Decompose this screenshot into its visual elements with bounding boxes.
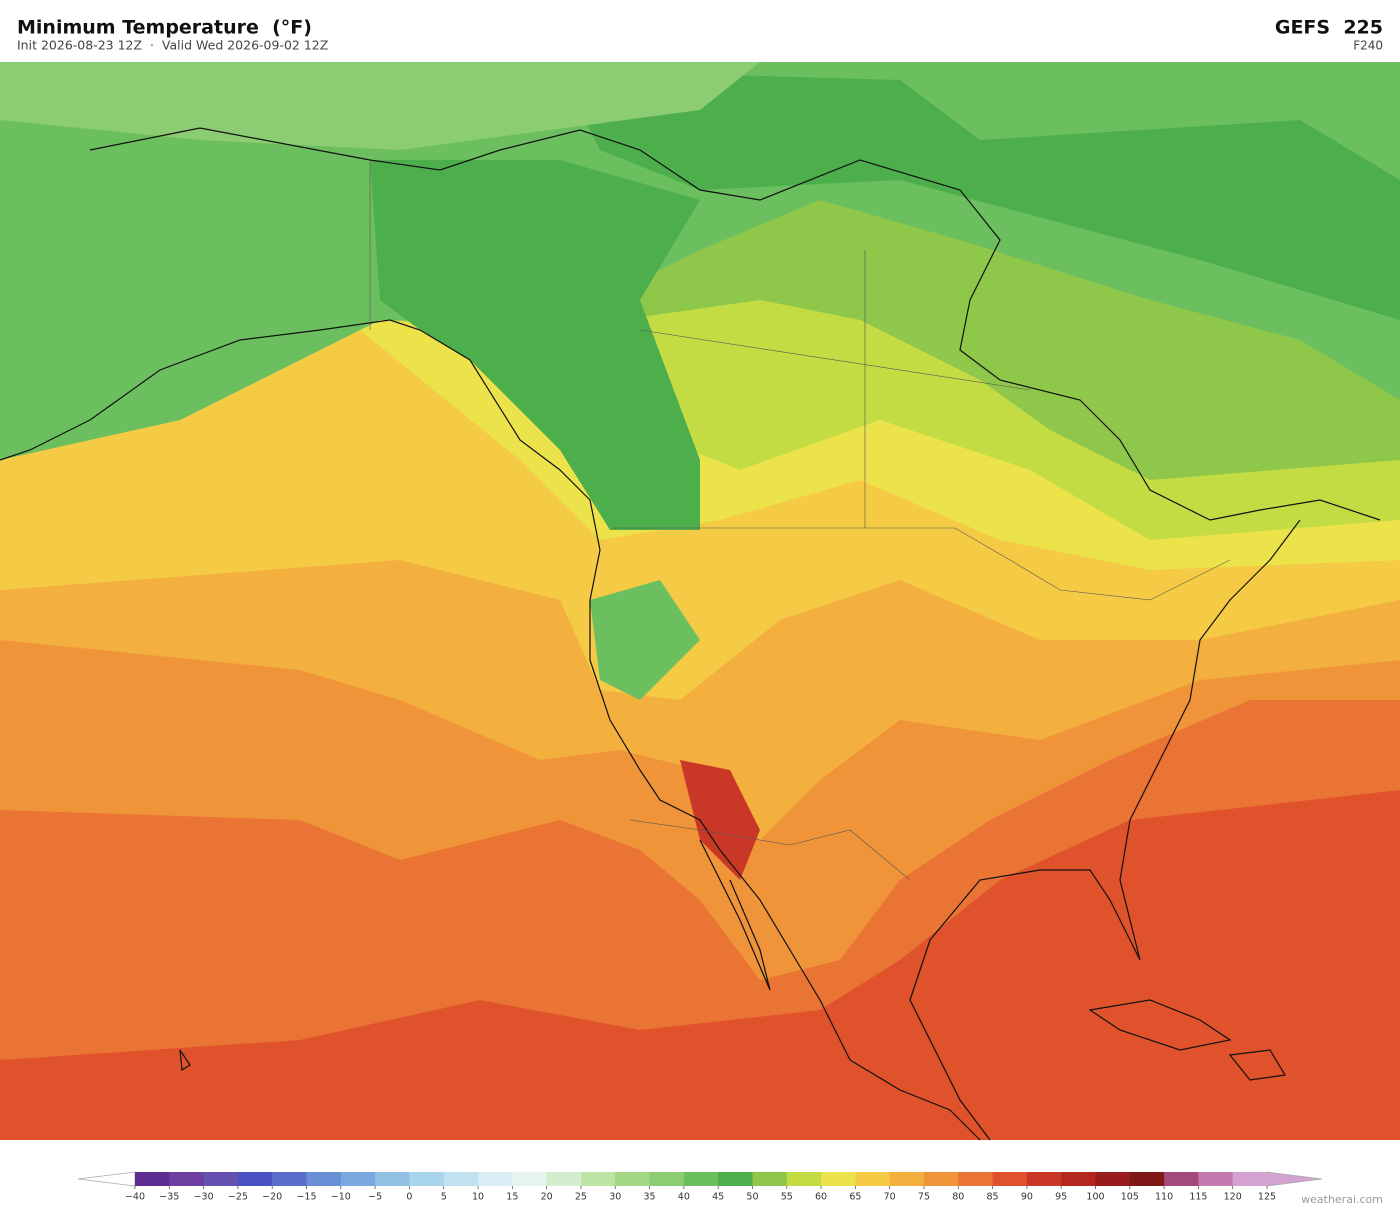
tick-label: 120 <box>1224 1192 1242 1203</box>
map-field <box>590 580 700 700</box>
coastline <box>179 999 1286 1081</box>
colorbar-swatch <box>958 1172 994 1186</box>
tick-label: 35 <box>643 1192 655 1203</box>
forecast-hour: F240 <box>1353 39 1383 53</box>
tick-label: 5 <box>441 1192 447 1203</box>
colorbar-swatch <box>546 1172 582 1186</box>
colorbar-swatch <box>409 1172 445 1186</box>
colorbar-swatch <box>272 1172 308 1186</box>
colorbar-swatch <box>237 1172 273 1186</box>
tick-label: 110 <box>1155 1192 1173 1203</box>
tick-label: 95 <box>1055 1192 1067 1203</box>
colorbar-swatch <box>855 1172 891 1186</box>
colorbar-swatch <box>512 1172 548 1186</box>
colorbar-swatch <box>1232 1172 1268 1186</box>
map <box>0 62 1400 1141</box>
subtitle: Init 2026-08-23 12Z · Valid Wed 2026-09-… <box>17 38 328 53</box>
tick-label: 15 <box>506 1192 518 1203</box>
colorbar-under <box>77 1171 136 1187</box>
tick-label: 105 <box>1121 1192 1139 1203</box>
colorbar-swatch <box>1061 1172 1096 1186</box>
tick-label: −10 <box>331 1192 351 1203</box>
colorbar: −40 −35 −30 −25 −20 −15 −10 −5 0 5 10 15 20 25 30 35 40 4… <box>77 1171 1323 1203</box>
colorbar-swatch <box>1095 1172 1131 1186</box>
colorbar-swatch <box>1164 1172 1199 1186</box>
colorbar-swatch <box>135 1172 170 1186</box>
model: GEFS 225 <box>1275 17 1383 39</box>
tick-label: −40 <box>125 1192 145 1203</box>
colorbar-swatch <box>306 1172 342 1186</box>
tick-label: −20 <box>262 1192 282 1203</box>
tick-label: 115 <box>1189 1192 1207 1203</box>
colorbar-swatch <box>889 1172 925 1186</box>
watermark: weatherai.com <box>1301 1193 1383 1206</box>
colorbar-swatch <box>1026 1172 1062 1186</box>
tick-label: 125 <box>1258 1192 1276 1203</box>
tick-label: 25 <box>575 1192 587 1203</box>
tick-label: 0 <box>406 1192 412 1203</box>
tick-label: 30 <box>609 1192 621 1203</box>
colorbar-swatch <box>649 1172 685 1186</box>
tick-label: 60 <box>815 1192 827 1203</box>
colorbar-swatch <box>615 1172 651 1186</box>
colorbar-swatch <box>203 1172 239 1186</box>
colorbar-swatch <box>443 1172 479 1186</box>
colorbar-swatch <box>821 1172 856 1186</box>
colorbar-over <box>1266 1171 1323 1187</box>
colorbar-swatch <box>718 1172 753 1186</box>
tick-label: 85 <box>987 1192 999 1203</box>
map-field <box>680 760 760 880</box>
map-field <box>370 160 700 530</box>
tick-label: −5 <box>368 1192 382 1203</box>
tick-label: 50 <box>746 1192 758 1203</box>
map-field <box>560 70 1400 320</box>
tick-label: 40 <box>678 1192 690 1203</box>
tick-label: 75 <box>918 1192 930 1203</box>
tick-label: −25 <box>228 1192 248 1203</box>
tick-label: −35 <box>159 1192 179 1203</box>
tick-label: 55 <box>781 1192 793 1203</box>
colorbar-swatch <box>340 1172 376 1186</box>
tick-label: 70 <box>884 1192 896 1203</box>
tick-label: 100 <box>1086 1192 1104 1203</box>
map-field <box>0 62 760 150</box>
border <box>369 160 1231 881</box>
colorbar-swatch <box>752 1172 788 1186</box>
colorbar-swatch <box>169 1172 205 1186</box>
colorbar-swatch <box>478 1172 513 1186</box>
colorbar-swatch <box>580 1172 616 1186</box>
tick-label: 45 <box>712 1192 724 1203</box>
tick-label: 65 <box>849 1192 861 1203</box>
tick-label: 80 <box>952 1192 964 1203</box>
colorbar-swatch <box>375 1172 410 1186</box>
tick-label: 20 <box>541 1192 553 1203</box>
colorbar-swatch <box>1198 1172 1234 1186</box>
colorbar-swatch <box>1129 1172 1165 1186</box>
tick-label: −30 <box>194 1192 214 1203</box>
tick-label: 10 <box>472 1192 484 1203</box>
colorbar-swatch <box>923 1172 959 1186</box>
colorbar-swatch <box>683 1172 719 1186</box>
tick-label: −15 <box>296 1192 316 1203</box>
coastline <box>0 127 1381 1141</box>
title: Minimum Temperature (°F) <box>17 17 312 39</box>
colorbar-swatch <box>786 1172 822 1186</box>
tick-label: 90 <box>1021 1192 1033 1203</box>
colorbar-swatch <box>992 1172 1028 1186</box>
